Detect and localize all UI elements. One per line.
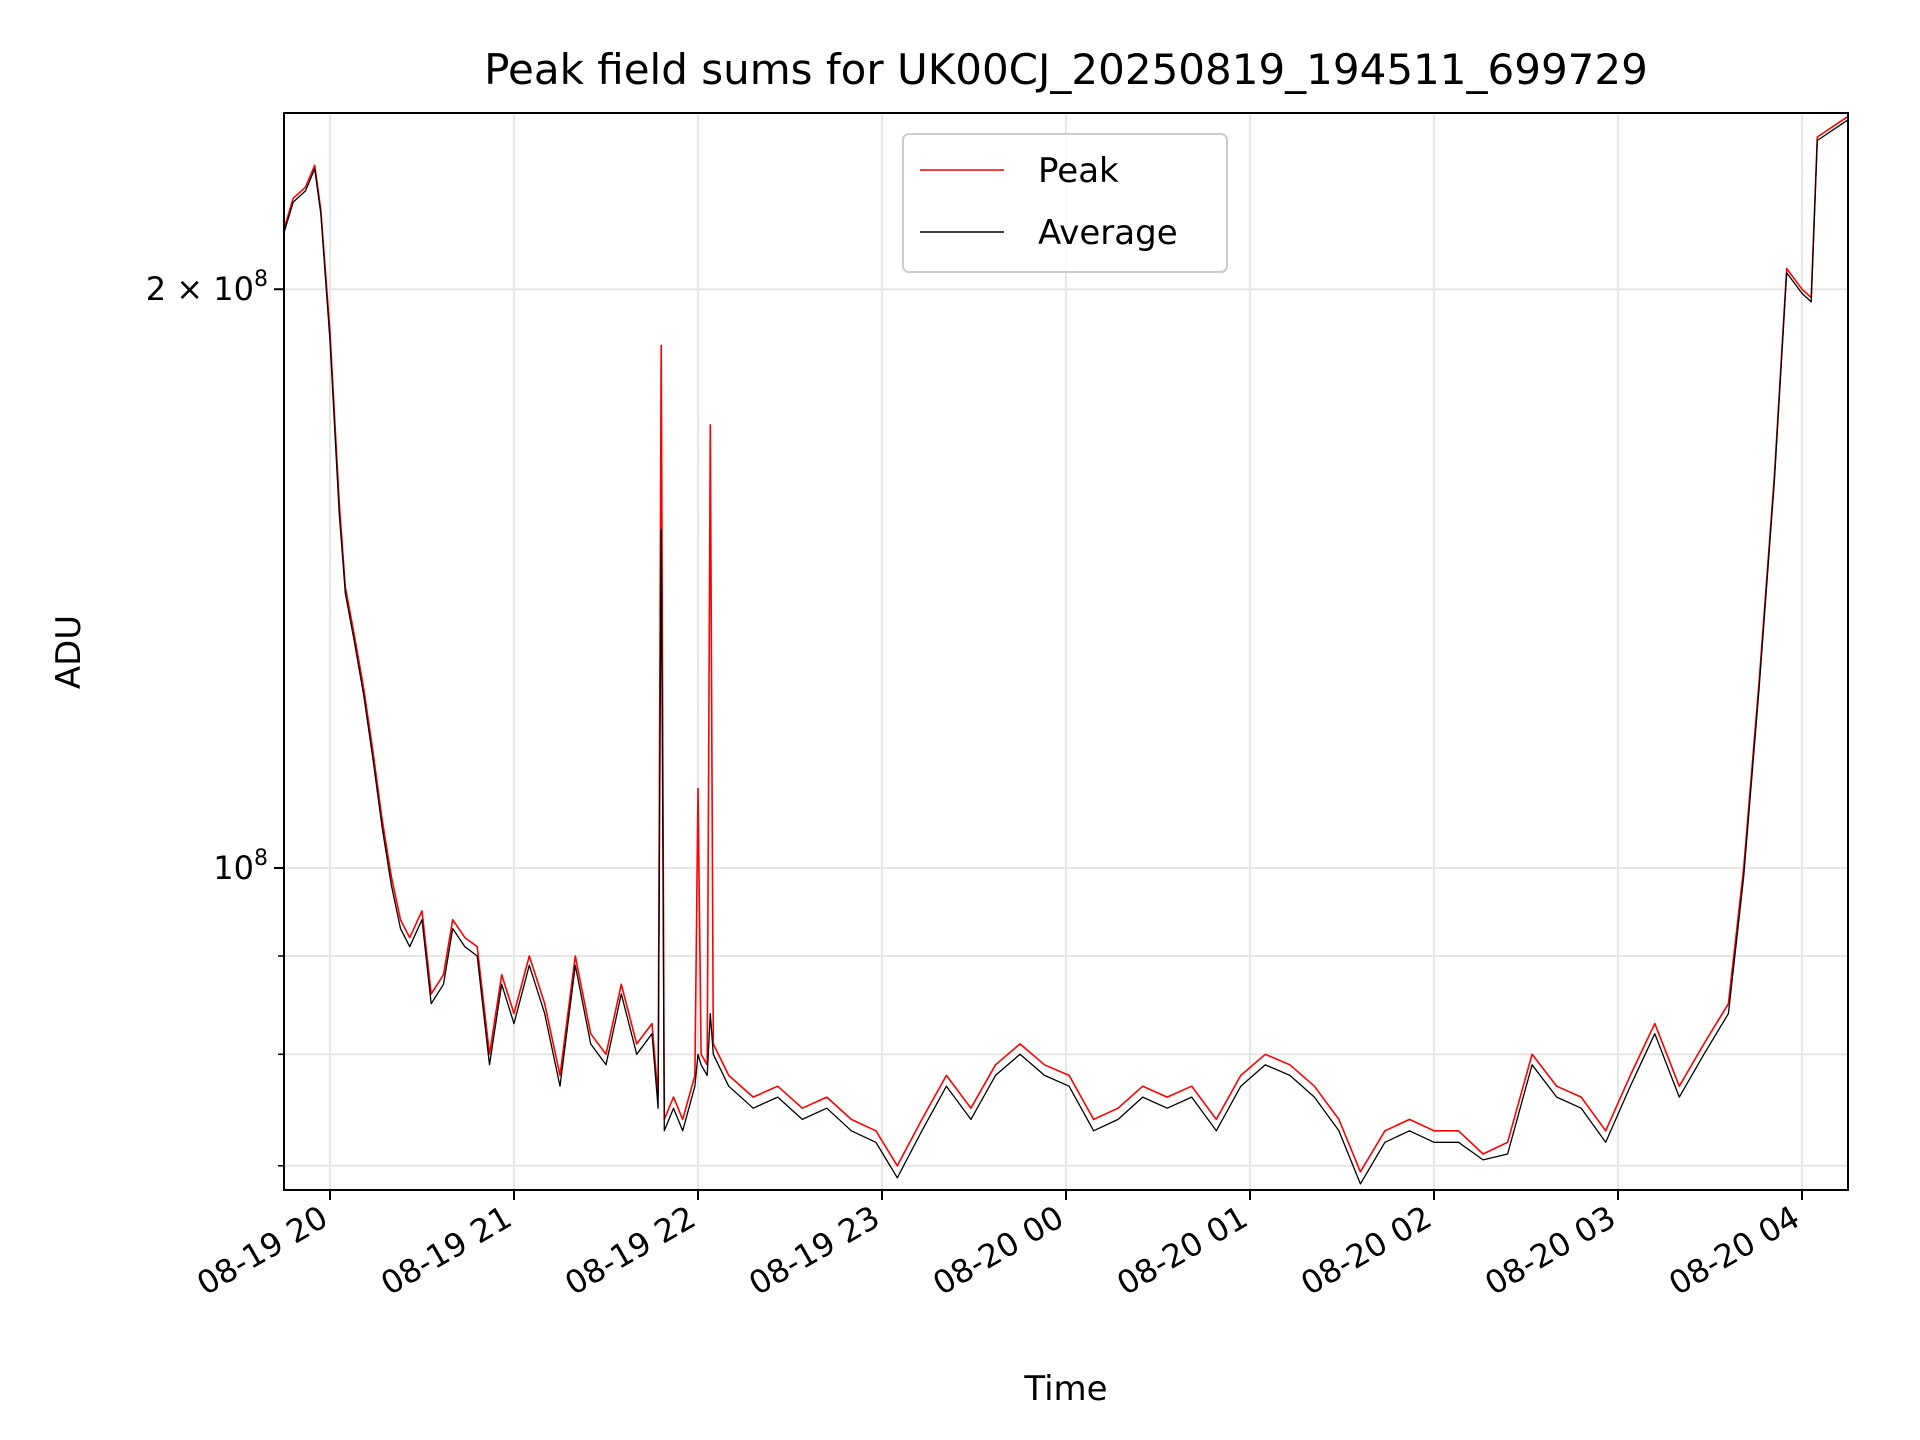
y-tick-label: 108 (213, 846, 268, 887)
y-axis-label: ADU (49, 615, 89, 689)
legend-box (902, 133, 1228, 273)
y-axis: 108 2 × 108 (146, 267, 284, 1167)
legend-label-average: Average (1038, 213, 1178, 253)
series-line-peak (283, 115, 1849, 1173)
x-axis-label: Time (1023, 1369, 1107, 1409)
legend-label-peak: Peak (1038, 151, 1119, 191)
legend: Peak Average (902, 133, 1228, 273)
chart-title: Peak field sums for UK00CJ_20250819_1945… (484, 45, 1648, 94)
y-tick-label: 2 × 108 (146, 267, 268, 308)
series-line-average (283, 119, 1849, 1185)
series-layer (283, 115, 1849, 1185)
